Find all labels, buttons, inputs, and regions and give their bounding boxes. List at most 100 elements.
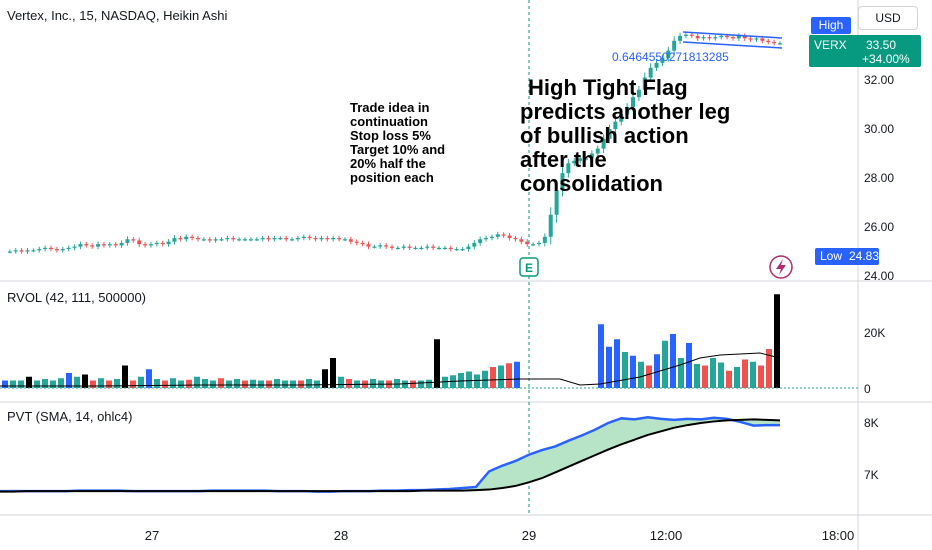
candle xyxy=(719,35,724,38)
volume-bar xyxy=(42,379,48,388)
candle xyxy=(525,241,530,245)
candle xyxy=(243,239,248,241)
candle xyxy=(378,245,383,247)
candle xyxy=(25,250,30,252)
volume-bar xyxy=(290,380,296,388)
candle xyxy=(366,244,371,247)
volume-bar xyxy=(98,378,104,388)
candle xyxy=(290,239,295,241)
volume-bar xyxy=(646,365,652,388)
volume-bar xyxy=(154,379,160,388)
trade-idea-line: 20% half the xyxy=(350,156,426,171)
volume-bar xyxy=(614,339,620,388)
volume-bar xyxy=(726,370,732,388)
currency-label: USD xyxy=(875,11,901,25)
candle xyxy=(278,238,283,240)
candle xyxy=(148,244,153,246)
volume-bar xyxy=(370,379,376,388)
volume-bar xyxy=(758,365,764,388)
candle xyxy=(125,239,130,243)
candle xyxy=(401,246,406,248)
trade-idea-note[interactable]: Trade idea in continuation Stop loss 5% … xyxy=(350,101,445,185)
low-value: 24.83 xyxy=(849,249,880,263)
candle xyxy=(766,40,771,43)
candle xyxy=(754,38,759,40)
volume-bar xyxy=(662,340,668,388)
volume-bar xyxy=(638,361,644,388)
rvol-label[interactable]: RVOL (42, 111, 500000) xyxy=(7,290,147,305)
volume-bar xyxy=(18,380,24,388)
trade-idea-line: position each xyxy=(350,170,434,185)
candle xyxy=(237,239,242,241)
candle xyxy=(301,236,306,239)
volume-tick-label: 20K xyxy=(864,326,885,340)
candle xyxy=(584,158,588,160)
candle xyxy=(348,239,353,242)
candle xyxy=(248,239,253,241)
candle xyxy=(566,163,571,174)
candle xyxy=(648,67,653,78)
pvt-tick-label: 7K xyxy=(864,468,879,482)
volume-bar xyxy=(514,361,520,388)
volume-bar xyxy=(314,380,320,388)
volume-bar xyxy=(26,376,32,388)
candle xyxy=(390,246,394,248)
candle xyxy=(513,238,518,240)
volume-bar xyxy=(330,358,336,388)
candle xyxy=(395,247,400,250)
flag-note-line: of bullish action xyxy=(520,123,689,148)
candle xyxy=(184,236,189,240)
volume-bar xyxy=(490,367,496,388)
volume-bar xyxy=(50,380,56,388)
candle xyxy=(484,238,489,240)
candle xyxy=(495,234,500,237)
pvt-label[interactable]: PVT (SMA, 14, ohlc4) xyxy=(7,409,133,424)
volume-bar xyxy=(210,380,216,388)
candle xyxy=(501,234,506,236)
symbol-title[interactable]: Vertex, Inc., 15, NASDAQ, Heikin Ashi xyxy=(7,8,228,23)
volume-bar xyxy=(686,343,692,388)
high-label: High xyxy=(818,18,844,32)
earnings-marker-box xyxy=(519,257,539,277)
flag-note-line: High Tight Flag xyxy=(528,75,688,100)
trade-idea-line: continuation xyxy=(350,114,428,129)
price-tick-label: 30.00 xyxy=(864,122,894,136)
volume-bar xyxy=(418,380,424,388)
candle xyxy=(354,241,359,243)
volume-bar xyxy=(58,378,64,388)
candle xyxy=(760,38,765,41)
volume-bar xyxy=(482,370,488,388)
price-tick-label: 32.00 xyxy=(864,73,894,87)
fib-level-label: 0.6464550271813285 xyxy=(612,50,729,64)
volume-bar xyxy=(138,376,144,388)
volume-bar xyxy=(678,358,684,388)
price-tick-label: 24.00 xyxy=(864,269,894,283)
candle xyxy=(154,242,159,245)
candle xyxy=(730,37,735,39)
candle xyxy=(272,238,277,240)
candle xyxy=(419,247,424,250)
flag-note[interactable]: High Tight Flag predicts another leg of … xyxy=(520,76,730,196)
currency-selector[interactable]: USD xyxy=(858,6,918,30)
volume-tick-label: 0 xyxy=(864,382,871,396)
candle xyxy=(372,246,377,248)
candle xyxy=(548,214,553,237)
low-price-tag: Low 24.83 xyxy=(815,248,879,265)
price-tick-label: 26.00 xyxy=(864,220,894,234)
volume-bar xyxy=(122,365,128,388)
candle xyxy=(342,239,347,241)
last-price-tag: VERX 33.50 +34.00% xyxy=(809,35,921,67)
volume-bar xyxy=(34,380,40,388)
trade-idea-line: Target 10% and xyxy=(350,142,446,157)
volume-bar xyxy=(66,373,72,388)
high-price-tag: High xyxy=(811,17,851,34)
volume-bar xyxy=(630,355,636,388)
candle xyxy=(225,238,230,240)
candle xyxy=(266,238,271,240)
candle xyxy=(172,238,177,242)
volume-bar xyxy=(410,380,416,388)
candle xyxy=(307,236,312,239)
candle xyxy=(689,34,694,36)
candle xyxy=(231,238,236,240)
